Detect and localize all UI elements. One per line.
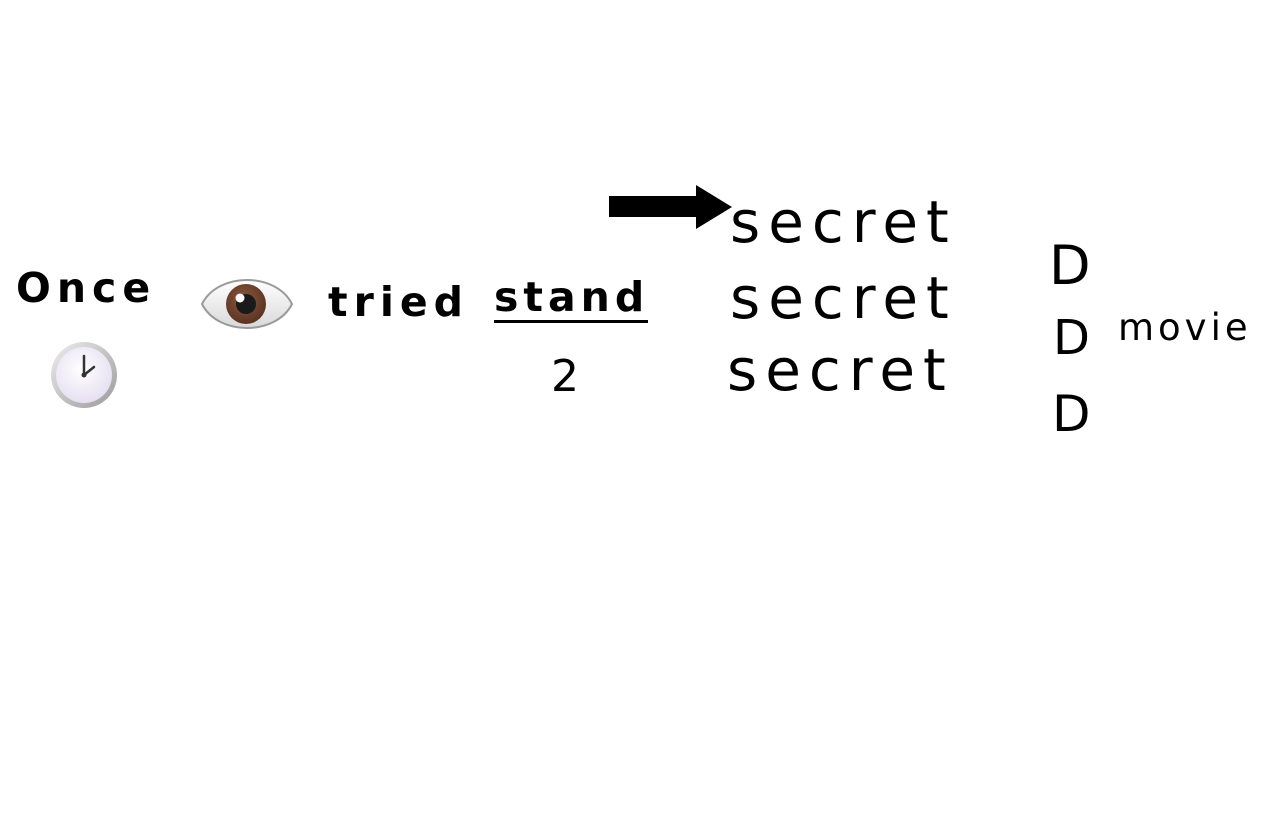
word-movie: movie <box>1118 306 1252 349</box>
word-secret-2: secret <box>730 264 957 332</box>
word-stand: stand <box>494 273 650 321</box>
right-arrow-icon <box>609 185 732 229</box>
letter-d-1: D <box>1049 234 1091 297</box>
word-secret-3: secret <box>727 336 954 404</box>
word-once: Once <box>16 264 157 312</box>
word-tried: tried <box>328 278 470 326</box>
word-two: 2 <box>551 351 581 402</box>
letter-d-3: D <box>1052 385 1091 443</box>
word-secret-1: secret <box>730 188 957 256</box>
stand-underline <box>494 320 648 323</box>
eye-icon <box>200 279 294 329</box>
letter-d-2: D <box>1053 310 1090 366</box>
clock-icon <box>51 342 117 408</box>
